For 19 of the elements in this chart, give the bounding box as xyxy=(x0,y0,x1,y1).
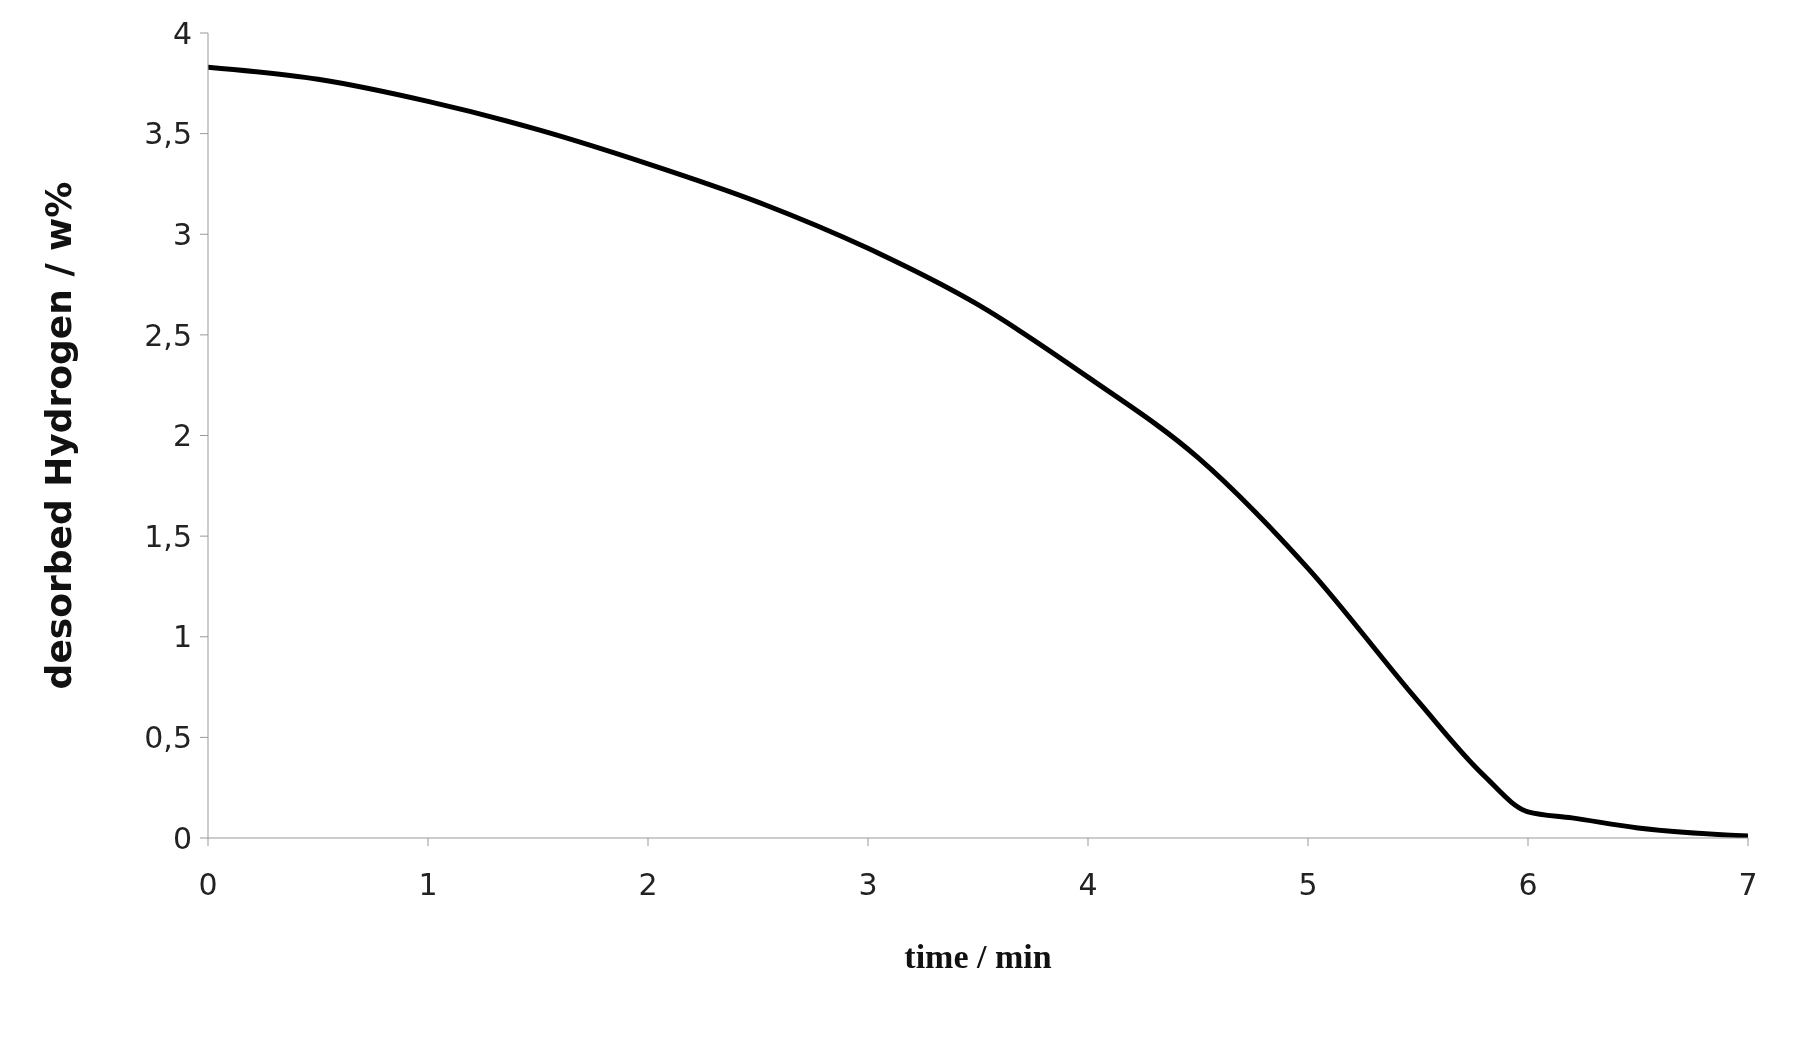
y-tick-label: 3,5 xyxy=(144,116,192,152)
y-axis-title: desorbed Hydrogen / w% xyxy=(37,181,79,690)
y-tick-label: 1 xyxy=(172,619,192,655)
y-tick-label: 4 xyxy=(172,15,192,51)
x-tick-label: 2 xyxy=(638,867,658,903)
y-tick-label: 2,5 xyxy=(144,317,192,353)
x-tick-label: 6 xyxy=(1518,867,1538,903)
y-tick-label: 0,5 xyxy=(144,720,192,756)
x-axis-title: time / min xyxy=(904,938,1052,975)
x-tick-label: 7 xyxy=(1738,867,1758,903)
y-tick-label: 0 xyxy=(172,820,192,856)
x-tick-label: 0 xyxy=(198,867,218,903)
y-tick-label: 1,5 xyxy=(144,518,192,554)
x-tick-label: 3 xyxy=(858,867,878,903)
x-tick-label: 1 xyxy=(418,867,438,903)
x-tick-label: 4 xyxy=(1078,867,1098,903)
y-tick-label: 2 xyxy=(172,418,192,454)
x-tick-label: 5 xyxy=(1298,867,1318,903)
y-tick-label: 3 xyxy=(172,216,192,252)
